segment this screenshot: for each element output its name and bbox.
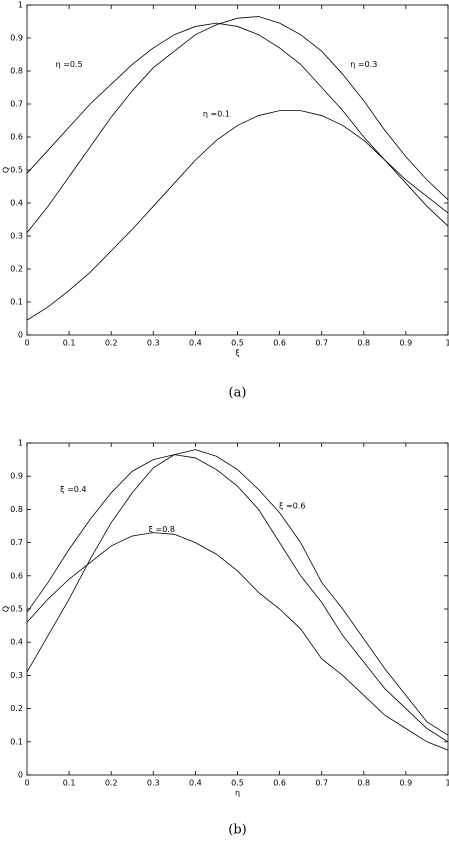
curve-label: η =0.1 bbox=[203, 109, 230, 118]
x-tick-label: 0.4 bbox=[189, 339, 202, 348]
x-axis-label: ξ bbox=[235, 349, 239, 358]
x-tick-label: 0.2 bbox=[105, 779, 118, 788]
y-axis-label: Q bbox=[2, 167, 11, 173]
x-tick-label: 0.2 bbox=[105, 339, 118, 348]
x-tick-label: 0.8 bbox=[357, 339, 370, 348]
y-tick-label: 0 bbox=[18, 331, 23, 340]
y-tick-label: 0.8 bbox=[10, 67, 23, 76]
y-tick-label: 0.7 bbox=[10, 100, 23, 109]
x-tick-label: 0 bbox=[24, 339, 29, 348]
x-tick-label: 0.6 bbox=[273, 779, 286, 788]
x-tick-label: 1 bbox=[445, 779, 449, 788]
y-tick-label: 0.5 bbox=[10, 605, 23, 614]
y-tick-label: 0.4 bbox=[10, 199, 23, 208]
curve bbox=[26, 449, 449, 736]
y-tick-label: 0.8 bbox=[10, 505, 23, 514]
curve bbox=[26, 22, 449, 214]
caption: (b) bbox=[228, 823, 246, 838]
x-tick-label: 0.7 bbox=[315, 779, 328, 788]
y-tick-label: 0.2 bbox=[10, 265, 23, 274]
y-tick-label: 0.4 bbox=[10, 638, 23, 647]
caption: (a) bbox=[229, 386, 247, 401]
y-tick-label: 1 bbox=[18, 439, 23, 448]
x-tick-label: 0.1 bbox=[63, 779, 76, 788]
y-tick-label: 0.6 bbox=[10, 133, 23, 142]
curve bbox=[26, 110, 449, 321]
curve-label: η =0.5 bbox=[56, 60, 83, 69]
x-tick-label: 0.9 bbox=[400, 779, 413, 788]
y-tick-label: 1 bbox=[18, 1, 23, 10]
x-tick-label: 0.4 bbox=[189, 779, 202, 788]
y-tick-label: 0.3 bbox=[10, 671, 23, 680]
curve-label: ξ =0.8 bbox=[149, 525, 175, 534]
y-tick-label: 0.2 bbox=[10, 704, 23, 713]
x-tick-label: 0.8 bbox=[357, 779, 370, 788]
x-tick-label: 0.9 bbox=[400, 339, 413, 348]
y-tick-label: 0.3 bbox=[10, 232, 23, 241]
y-tick-label: 0.6 bbox=[10, 571, 23, 580]
curve bbox=[26, 454, 449, 743]
y-tick-label: 0.1 bbox=[10, 298, 23, 307]
curve bbox=[26, 532, 449, 751]
y-tick-label: 0 bbox=[18, 771, 23, 780]
y-tick-label: 0.5 bbox=[10, 166, 23, 175]
y-axis-label: Q bbox=[2, 606, 11, 612]
x-tick-label: 0.1 bbox=[63, 339, 76, 348]
curve bbox=[26, 16, 449, 233]
x-tick-label: 0.5 bbox=[231, 779, 244, 788]
y-tick-label: 0.9 bbox=[10, 34, 23, 43]
curve-label: ξ =0.6 bbox=[279, 502, 305, 511]
y-tick-label: 0.7 bbox=[10, 538, 23, 547]
x-tick-label: 1 bbox=[445, 339, 449, 348]
x-tick-label: 0.7 bbox=[315, 339, 328, 348]
x-tick-label: 0.5 bbox=[231, 339, 244, 348]
x-axis-label: η bbox=[235, 789, 240, 798]
x-tick-label: 0 bbox=[24, 779, 29, 788]
x-tick-label: 0.6 bbox=[273, 339, 286, 348]
x-tick-label: 0.3 bbox=[147, 339, 160, 348]
y-tick-label: 0.9 bbox=[10, 472, 23, 481]
y-tick-label: 0.1 bbox=[10, 737, 23, 746]
plot-frame bbox=[26, 442, 449, 776]
plot-frame bbox=[26, 4, 449, 336]
x-tick-label: 0.3 bbox=[147, 779, 160, 788]
curve-label: ξ =0.4 bbox=[60, 485, 86, 494]
curve-label: η =0.3 bbox=[350, 60, 377, 69]
